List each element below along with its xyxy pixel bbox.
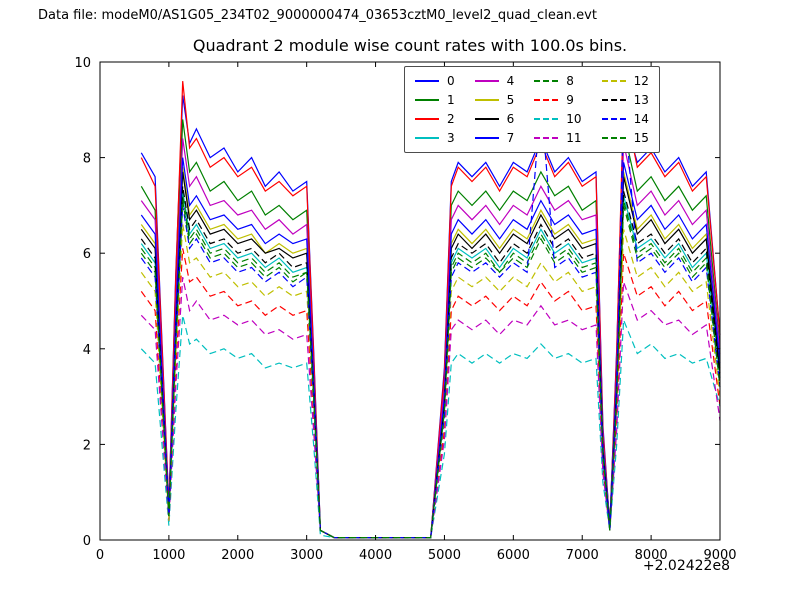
legend-line-sample <box>601 99 626 101</box>
legend-item-12: 12 <box>601 72 649 90</box>
series-line-4 <box>140 138 721 539</box>
series-line-0 <box>140 95 721 539</box>
legend-item-7: 7 <box>474 129 515 147</box>
legend-label: 3 <box>447 131 455 145</box>
legend-item-2: 2 <box>415 110 455 128</box>
plot-title: Quadrant 2 module wise count rates with … <box>192 36 628 55</box>
legend-item-1: 1 <box>415 91 455 109</box>
legend-label: 10 <box>566 112 582 126</box>
legend-line-sample <box>534 137 559 139</box>
legend-line-sample <box>534 80 559 82</box>
legend-line-sample <box>474 99 499 101</box>
x-tick-label: 1000 <box>152 548 185 563</box>
x-tick-label: 9000 <box>703 548 736 563</box>
legend-label: 11 <box>566 131 582 145</box>
legend-item-8: 8 <box>534 72 581 90</box>
y-tick-label: 6 <box>83 247 91 262</box>
legend-item-10: 10 <box>534 110 582 128</box>
x-tick-label: 4000 <box>359 548 392 563</box>
legend-line-sample <box>601 80 626 82</box>
legend-item-6: 6 <box>474 110 515 128</box>
legend-line-sample <box>415 80 439 82</box>
y-tick-label: 2 <box>83 438 91 453</box>
x-axis-offset-label: +2.02422e8 <box>642 558 730 574</box>
series-line-14 <box>140 95 721 539</box>
legend-label: 5 <box>506 93 515 107</box>
legend-item-15: 15 <box>601 129 649 147</box>
series-line-10 <box>140 315 721 539</box>
legend: 0 1 2 3 4 5 6 7 8 9 10 11 12 13 14 15 <box>404 66 660 153</box>
legend-line-sample <box>415 137 439 139</box>
series-line-12 <box>140 224 721 539</box>
x-tick-label: 5000 <box>428 548 461 563</box>
legend-line-sample <box>534 118 559 120</box>
legend-line-sample <box>474 80 499 82</box>
series-line-15 <box>140 200 721 539</box>
legend-label: 9 <box>566 93 574 107</box>
y-tick-label: 10 <box>74 56 91 71</box>
legend-item-13: 13 <box>601 91 649 109</box>
legend-label: 6 <box>506 112 515 126</box>
legend-line-sample <box>474 118 499 120</box>
series-line-13 <box>140 186 721 539</box>
legend-line-sample <box>601 118 626 120</box>
legend-line-sample <box>601 137 626 139</box>
data-file-label: Data file: modeM0/AS1G05_234T02_90000004… <box>38 8 597 23</box>
legend-line-sample <box>415 99 439 101</box>
series-line-11 <box>140 276 721 539</box>
y-tick-label: 4 <box>83 343 91 358</box>
legend-item-5: 5 <box>474 91 515 109</box>
legend-label: 2 <box>447 112 455 126</box>
x-tick-label: 6000 <box>497 548 530 563</box>
legend-line-sample <box>415 118 439 120</box>
legend-label: 1 <box>447 93 455 107</box>
axes-frame <box>99 61 721 541</box>
y-tick-label: 0 <box>83 534 91 549</box>
x-tick-label: 7000 <box>566 548 599 563</box>
legend-label: 15 <box>633 131 649 145</box>
legend-label: 12 <box>633 74 649 88</box>
x-tick-label: 8000 <box>635 548 668 563</box>
y-tick-label: 8 <box>83 152 91 167</box>
x-tick-label: 2000 <box>221 548 254 563</box>
legend-item-9: 9 <box>534 91 581 109</box>
legend-item-14: 14 <box>601 110 649 128</box>
x-tick-label: 3000 <box>290 548 323 563</box>
series-line-9 <box>140 248 721 539</box>
legend-label: 0 <box>447 74 455 88</box>
series-line-1 <box>140 119 721 539</box>
legend-line-sample <box>534 99 559 101</box>
legend-item-0: 0 <box>415 72 455 90</box>
legend-label: 4 <box>506 74 515 88</box>
legend-label: 13 <box>633 93 649 107</box>
legend-label: 7 <box>506 131 515 145</box>
series-line-5 <box>140 167 721 539</box>
legend-line-sample <box>474 137 499 139</box>
legend-item-11: 11 <box>534 129 582 147</box>
legend-item-3: 3 <box>415 129 455 147</box>
x-tick-label: 0 <box>96 548 104 563</box>
legend-item-4: 4 <box>474 72 515 90</box>
legend-label: 14 <box>633 112 649 126</box>
legend-label: 8 <box>566 74 574 88</box>
